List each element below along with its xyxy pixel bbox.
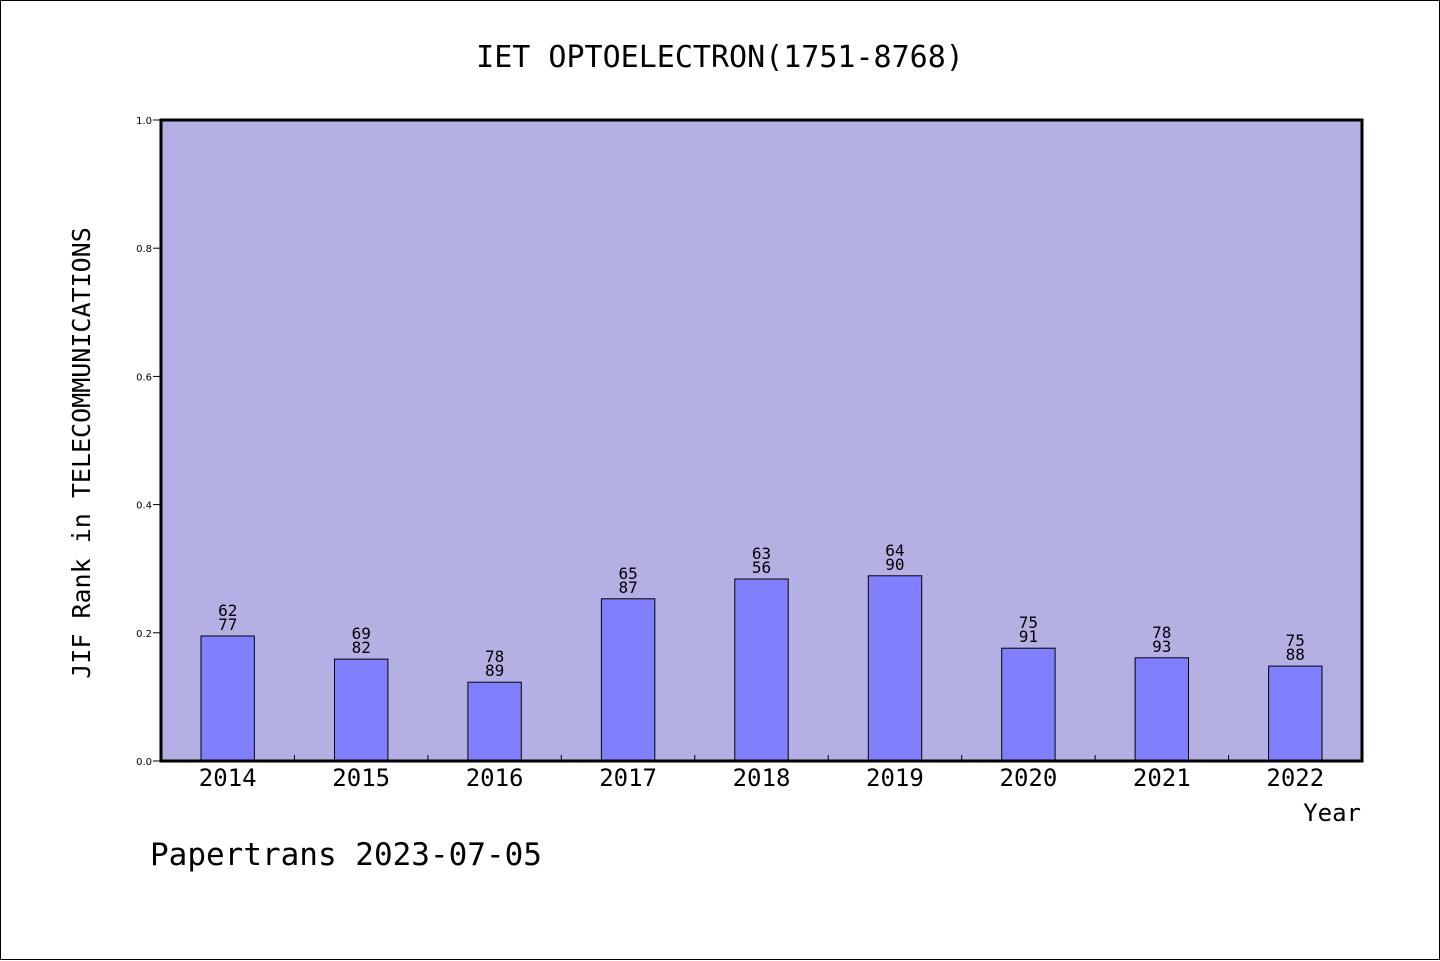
x-tick-label-2015: 2015: [332, 764, 390, 792]
y-tick-label-0.0: 0.0: [136, 757, 152, 768]
bar-label-top-2020: 75: [1019, 613, 1038, 632]
y-tick-label-0.8: 0.8: [136, 244, 152, 255]
bar-label-top-2018: 63: [752, 544, 771, 563]
chart-title: IET OPTOELECTRON(1751-8768): [476, 40, 964, 75]
bar-label-top-2016: 78: [485, 647, 504, 666]
x-tick-label-2016: 2016: [466, 764, 524, 792]
bar-label-top-2014: 62: [218, 601, 237, 620]
bar-2017: [600, 598, 656, 762]
bar-2015: [334, 658, 389, 762]
bar-label-top-2021: 78: [1152, 623, 1171, 642]
y-tick-label-0.2: 0.2: [136, 629, 152, 640]
y-tick-label-0.6: 0.6: [136, 372, 152, 383]
bar-label-top-2015: 69: [352, 624, 371, 643]
bar-label-bottom-2016: 89: [485, 661, 504, 680]
bar-label-bottom-2017: 87: [618, 578, 637, 597]
bar-2018: [734, 578, 789, 762]
footer-credit: Papertrans 2023-07-05: [150, 837, 542, 873]
x-axis: 2014 2015 2016 2017 2018 2019 2020 2021 2022: [199, 755, 1324, 792]
bar-2021: [1134, 657, 1189, 762]
y-axis: 0.0 0.2 0.4 0.6 0.8 1.0: [136, 116, 161, 768]
bar-label-bottom-2019: 90: [885, 555, 904, 574]
bars-layer: [200, 575, 1323, 762]
bar-label-bottom-2020: 91: [1019, 627, 1038, 646]
y-tick-label-0.4: 0.4: [136, 501, 152, 512]
bar-2020: [1001, 647, 1056, 762]
bar-label-top-2022: 75: [1286, 631, 1305, 650]
plot-border: [159, 118, 1364, 763]
bar-2019: [867, 575, 923, 762]
x-tick-label-2020: 2020: [1000, 764, 1058, 792]
y-tick-label-1.0: 1.0: [136, 116, 152, 127]
bar-2022: [1268, 665, 1323, 762]
bar-label-bottom-2018: 56: [752, 558, 771, 577]
x-axis-label: Year: [1303, 799, 1361, 827]
bar-label-bottom-2021: 93: [1152, 637, 1171, 656]
bar-label-bottom-2015: 82: [352, 638, 371, 657]
bar-label-top-2019: 64: [885, 541, 904, 560]
x-tick-label-2018: 2018: [733, 764, 791, 792]
x-tick-label-2021: 2021: [1133, 764, 1191, 792]
bar-2014: [200, 635, 255, 762]
y-axis-label: JIF Rank in TELECOMMUNICATIONS: [67, 227, 96, 679]
bar-2016: [467, 681, 522, 762]
x-tick-label-2022: 2022: [1266, 764, 1324, 792]
bar-label-bottom-2014: 77: [218, 615, 237, 634]
bar-label-top-2017: 65: [618, 564, 637, 583]
x-tick-label-2019: 2019: [866, 764, 924, 792]
x-tick-label-2014: 2014: [199, 764, 257, 792]
bar-label-bottom-2022: 88: [1286, 645, 1305, 664]
x-tick-label-2017: 2017: [599, 764, 657, 792]
